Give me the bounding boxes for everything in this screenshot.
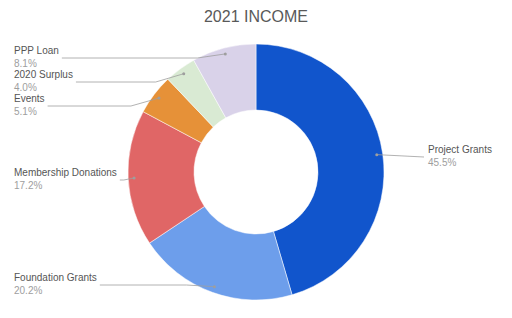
slice-label: 2020 Surplus [14, 69, 73, 80]
slice-value-label: 4.0% [14, 82, 37, 93]
leader-dot [375, 153, 378, 156]
slice-value-label: 5.1% [14, 106, 37, 117]
slice-label: Project Grants [428, 144, 492, 155]
leader-line [76, 74, 184, 82]
slice [194, 44, 256, 118]
slice-label: Membership Donations [14, 167, 117, 178]
slice-value-label: 20.2% [14, 285, 42, 296]
leader-line [100, 285, 215, 287]
slice-value-label: 8.1% [14, 58, 37, 69]
slice-value-label: 45.5% [428, 157, 456, 168]
title: 2021 INCOME [204, 8, 308, 25]
slice-label: Foundation Grants [14, 272, 97, 283]
leader-dot [157, 97, 160, 100]
leader-line [62, 54, 225, 58]
slice-label: PPP Loan [14, 45, 59, 56]
leader-dot [224, 52, 227, 55]
slice-label: Events [14, 93, 45, 104]
chart: 2021 INCOME Project Grants 45.5% Foundation… [0, 0, 512, 318]
leader-line [120, 178, 134, 180]
slice-value-label: 17.2% [14, 180, 42, 191]
leader-dot [133, 176, 136, 179]
leader-line [48, 98, 159, 106]
leader-line [377, 155, 424, 157]
leader-dot [213, 285, 216, 288]
slices [128, 44, 384, 300]
labels: Project Grants 45.5% Foundation Grants 20.2… [14, 45, 492, 296]
leader-dot [182, 72, 185, 75]
